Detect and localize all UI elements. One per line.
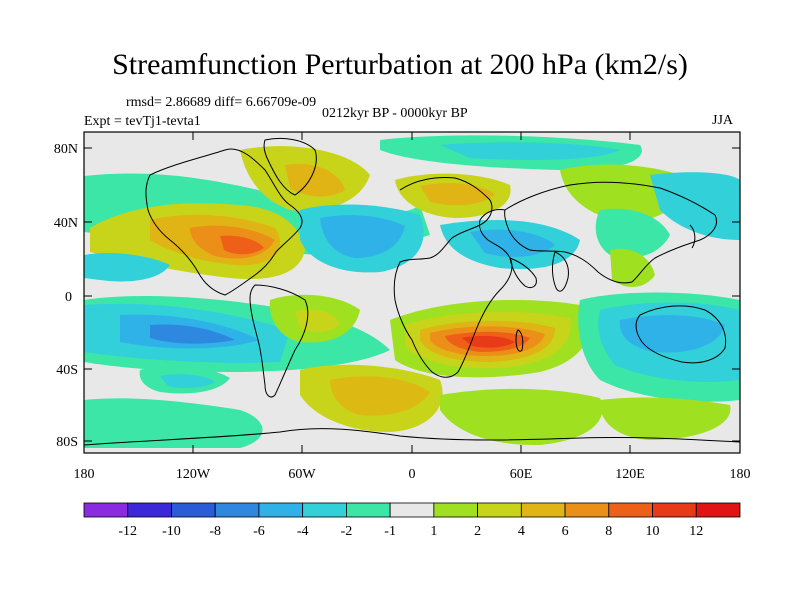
x-label-120e: 120E bbox=[615, 467, 645, 482]
x-label-60w: 60W bbox=[288, 467, 316, 482]
y-label-80s: 80S bbox=[56, 435, 78, 450]
experiment-label: Expt = tevTj1-tevta1 bbox=[84, 114, 201, 129]
colorbar-swatch bbox=[302, 502, 347, 518]
coastline-japan bbox=[689, 224, 696, 249]
coastline-south-america bbox=[249, 284, 309, 398]
period-label: 0212kyr BP - 0000kyr BP bbox=[322, 106, 468, 121]
colorbar-label: 1 bbox=[430, 524, 437, 539]
x-label-180e: 180 bbox=[730, 467, 751, 482]
contour-band bbox=[619, 315, 725, 353]
contour-band bbox=[220, 235, 264, 255]
coastline-north-america bbox=[145, 148, 303, 296]
contour-band bbox=[610, 248, 655, 287]
colorbar-label: -1 bbox=[384, 524, 396, 539]
colorbar-label: -4 bbox=[297, 524, 309, 539]
contour-band bbox=[84, 398, 263, 448]
colorbar-swatch bbox=[258, 502, 304, 518]
season-label: JJA bbox=[712, 113, 734, 128]
contour-band bbox=[440, 142, 620, 160]
coastline-asia bbox=[504, 181, 717, 284]
colorbar-swatch bbox=[389, 502, 435, 518]
colorbar-label: 6 bbox=[562, 524, 569, 539]
colorbar-swatch bbox=[171, 502, 216, 518]
coastline-greenland bbox=[263, 137, 317, 196]
colorbar-label: 8 bbox=[605, 524, 612, 539]
chart-title: Streamfunction Perturbation at 200 hPa (… bbox=[112, 48, 688, 81]
colorbar-label: -6 bbox=[253, 524, 265, 539]
y-label-40s: 40S bbox=[56, 363, 78, 378]
y-label-40n: 40N bbox=[54, 216, 78, 231]
x-label-0: 0 bbox=[409, 467, 416, 482]
contour-band bbox=[650, 172, 740, 240]
y-axis-labels: 80N 40N 0 40S 80S bbox=[54, 142, 78, 450]
colorbar-label: 2 bbox=[474, 524, 481, 539]
stats-label: rmsd= 2.86689 diff= 6.66709e-09 bbox=[126, 95, 317, 110]
colorbar-label: -2 bbox=[341, 524, 353, 539]
colorbar-swatch bbox=[477, 502, 522, 518]
contour-band bbox=[462, 335, 515, 348]
colorbar-label: 4 bbox=[518, 524, 525, 539]
contour-band bbox=[285, 163, 345, 197]
colorbar-swatch bbox=[345, 502, 391, 518]
coastline-madagascar bbox=[515, 329, 524, 352]
colorbar: -12 -10 -8 -6 -4 -2 -1 1 2 4 6 8 10 12 bbox=[83, 502, 741, 539]
x-label-60e: 60E bbox=[510, 467, 533, 482]
coastline-australia bbox=[635, 305, 727, 364]
coastline-antarctica bbox=[84, 428, 740, 446]
colorbar-swatch bbox=[564, 502, 610, 518]
x-label-180w: 180 bbox=[74, 467, 95, 482]
colorbar-swatch bbox=[433, 502, 479, 518]
colorbar-swatch bbox=[608, 502, 653, 518]
y-label-eq: 0 bbox=[65, 290, 72, 305]
colorbar-label: 12 bbox=[689, 524, 703, 539]
colorbar-swatch bbox=[214, 502, 260, 518]
contour-band bbox=[320, 215, 405, 258]
y-ticks bbox=[84, 147, 740, 442]
colorbar-swatch bbox=[83, 502, 129, 518]
colorbar-swatch bbox=[652, 502, 697, 518]
contour-band bbox=[440, 388, 603, 446]
contour-band bbox=[599, 397, 731, 440]
x-label-120w: 120W bbox=[176, 467, 211, 482]
contour-band bbox=[150, 324, 235, 344]
contour-band bbox=[84, 253, 170, 282]
contour-band bbox=[330, 376, 430, 416]
colorbar-label: -10 bbox=[162, 524, 181, 539]
colorbar-label: -12 bbox=[118, 524, 137, 539]
colorbar-label: 10 bbox=[646, 524, 660, 539]
colorbar-swatch bbox=[520, 502, 566, 518]
contour-band bbox=[160, 374, 215, 389]
y-label-80n: 80N bbox=[54, 142, 78, 157]
colorbar-swatch bbox=[127, 502, 172, 518]
coastline-eurafrica bbox=[393, 177, 513, 378]
colorbar-label: -8 bbox=[209, 524, 221, 539]
colorbar-swatch bbox=[695, 502, 741, 518]
coastlines bbox=[84, 137, 740, 446]
coastline-arabia bbox=[509, 257, 537, 289]
x-axis-labels: 180 120W 60W 0 60E 120E 180 bbox=[74, 467, 751, 482]
contour-band bbox=[595, 208, 670, 258]
coastline-india bbox=[552, 251, 569, 292]
x-ticks bbox=[83, 132, 741, 453]
